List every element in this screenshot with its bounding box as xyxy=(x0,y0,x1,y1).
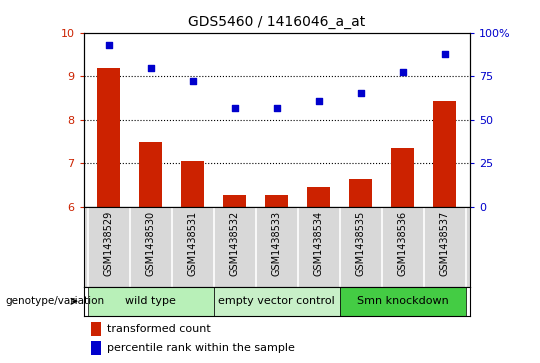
Bar xyxy=(349,179,372,207)
Text: GSM1438537: GSM1438537 xyxy=(440,211,450,276)
Bar xyxy=(433,102,456,207)
Title: GDS5460 / 1416046_a_at: GDS5460 / 1416046_a_at xyxy=(188,15,366,29)
Bar xyxy=(391,148,414,207)
Point xyxy=(231,105,239,111)
Bar xyxy=(265,195,288,207)
Text: GSM1438532: GSM1438532 xyxy=(230,211,240,276)
Text: GSM1438536: GSM1438536 xyxy=(397,211,408,276)
Text: GSM1438533: GSM1438533 xyxy=(272,211,282,276)
Bar xyxy=(91,322,101,336)
Text: wild type: wild type xyxy=(125,296,176,306)
Bar xyxy=(139,142,163,207)
Text: GSM1438535: GSM1438535 xyxy=(356,211,366,276)
Point xyxy=(105,42,113,48)
Bar xyxy=(214,287,340,316)
Text: empty vector control: empty vector control xyxy=(218,296,335,306)
Text: GSM1438530: GSM1438530 xyxy=(146,211,156,276)
Point xyxy=(356,90,365,96)
Text: Smn knockdown: Smn knockdown xyxy=(357,296,449,306)
Point xyxy=(314,99,323,105)
Point xyxy=(399,69,407,75)
Point xyxy=(146,65,155,70)
Point xyxy=(188,78,197,84)
Bar xyxy=(181,161,204,207)
Bar xyxy=(88,287,214,316)
Text: GSM1438531: GSM1438531 xyxy=(188,211,198,276)
Text: percentile rank within the sample: percentile rank within the sample xyxy=(107,343,295,353)
Point xyxy=(273,105,281,111)
Bar xyxy=(91,341,101,355)
Bar xyxy=(307,187,330,207)
Text: GSM1438534: GSM1438534 xyxy=(314,211,323,276)
Bar xyxy=(340,287,465,316)
Bar xyxy=(97,68,120,207)
Point xyxy=(440,52,449,57)
Text: genotype/variation: genotype/variation xyxy=(5,296,105,306)
Text: GSM1438529: GSM1438529 xyxy=(104,211,114,276)
Text: transformed count: transformed count xyxy=(107,324,211,334)
Bar xyxy=(223,195,246,207)
